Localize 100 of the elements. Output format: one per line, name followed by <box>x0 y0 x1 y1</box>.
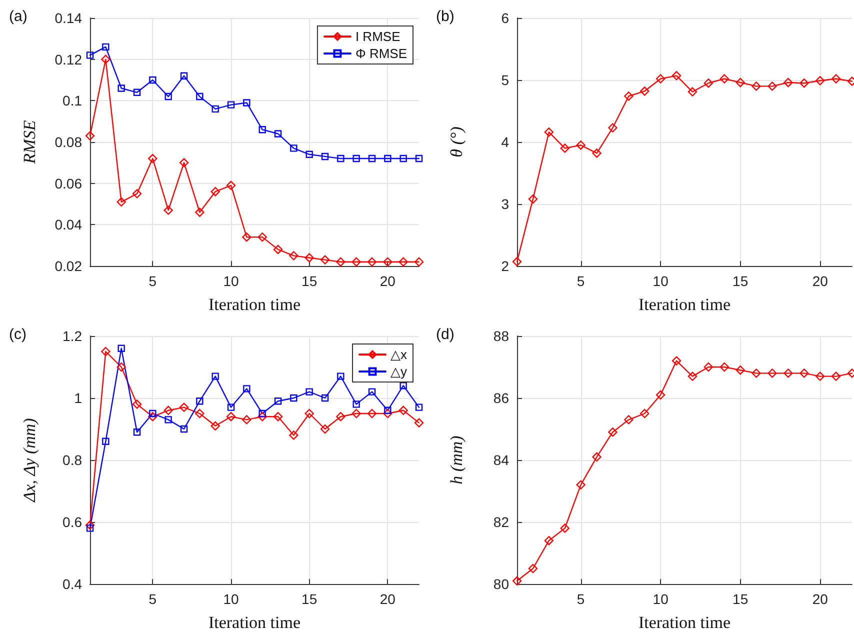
point <box>336 257 346 266</box>
point <box>576 480 586 490</box>
y-axis-title: θ (°) <box>447 126 466 158</box>
point <box>289 251 298 260</box>
point <box>576 140 586 150</box>
point <box>180 72 188 80</box>
point <box>352 408 361 418</box>
point <box>132 400 142 409</box>
point <box>704 78 714 88</box>
x-tick-label: 5 <box>148 591 157 607</box>
point <box>116 197 126 207</box>
point <box>672 71 682 80</box>
y-tick-label: 1.2 <box>62 328 82 344</box>
point <box>383 408 392 418</box>
point <box>118 344 125 352</box>
point <box>274 398 282 405</box>
y-tick-label: 80 <box>493 576 510 592</box>
point <box>624 92 634 101</box>
x-axis-title: Iteration time <box>638 613 731 632</box>
point <box>133 88 141 96</box>
y-tick-label: 82 <box>493 514 510 530</box>
point <box>815 76 825 86</box>
point <box>656 390 666 400</box>
point <box>544 536 554 546</box>
legend-label: Φ RMSE <box>355 46 408 61</box>
point <box>560 144 570 153</box>
point <box>640 408 650 418</box>
y-tick-label: 0.04 <box>54 216 82 233</box>
point <box>212 105 219 113</box>
legend-label: I RMSE <box>355 29 401 44</box>
point <box>289 430 298 440</box>
point <box>560 524 570 533</box>
x-tick-label: 10 <box>652 591 669 607</box>
point <box>210 187 220 196</box>
point <box>414 257 424 266</box>
point <box>720 74 729 84</box>
point <box>243 385 250 392</box>
point <box>290 144 298 152</box>
point <box>688 87 698 96</box>
y-axis-title: RMSE <box>20 120 39 165</box>
point <box>736 78 745 88</box>
x-tick-label: 10 <box>652 273 669 289</box>
point <box>800 78 809 88</box>
point <box>352 400 360 408</box>
point <box>258 410 266 418</box>
x-tick-label: 5 <box>148 273 157 289</box>
x-tick-label: 20 <box>380 273 396 289</box>
point <box>624 415 634 424</box>
x-axis-title: Iteration time <box>638 295 731 314</box>
point <box>672 356 682 366</box>
point <box>415 404 423 411</box>
point <box>164 92 172 100</box>
point <box>383 257 392 266</box>
point <box>367 257 377 266</box>
point <box>352 154 360 162</box>
y-tick-label: 2 <box>501 258 510 274</box>
point <box>704 362 714 372</box>
y-tick-label: 0.14 <box>54 10 82 26</box>
point <box>273 412 283 422</box>
point <box>180 425 188 433</box>
point <box>164 206 173 215</box>
point <box>815 372 825 381</box>
point <box>149 410 156 418</box>
y-tick-label: 0.8 <box>62 452 82 468</box>
point <box>528 564 538 574</box>
point <box>306 150 313 158</box>
x-tick-label: 20 <box>812 591 828 607</box>
point <box>101 54 110 64</box>
point <box>720 362 729 372</box>
x-tick-label: 15 <box>732 591 748 607</box>
point <box>320 255 330 264</box>
y-tick-label: 0.1 <box>62 92 82 109</box>
point <box>544 127 554 137</box>
chart-title: (c) <box>9 326 26 343</box>
x-axis-title: Iteration time <box>208 613 301 632</box>
point <box>337 154 344 162</box>
point <box>398 406 408 415</box>
y-tick-label: 88 <box>493 328 510 344</box>
point <box>227 101 235 108</box>
point <box>258 232 267 242</box>
point <box>148 154 158 164</box>
y-tick-label: 0.12 <box>54 51 82 68</box>
y-axis-title: h (mm) <box>447 435 466 484</box>
point <box>368 388 376 396</box>
point <box>273 244 283 254</box>
point <box>306 388 313 396</box>
point <box>608 428 618 437</box>
y-tick-label: 6 <box>501 10 510 26</box>
point <box>400 382 407 390</box>
point <box>512 576 522 586</box>
point <box>752 82 761 91</box>
point <box>592 452 602 462</box>
point <box>195 208 204 217</box>
point <box>149 76 156 84</box>
point <box>242 232 252 242</box>
x-tick-label: 20 <box>812 273 828 289</box>
y-tick-label: 1 <box>74 390 82 406</box>
x-tick-label: 20 <box>380 591 396 607</box>
point <box>384 154 392 162</box>
point <box>164 406 173 415</box>
